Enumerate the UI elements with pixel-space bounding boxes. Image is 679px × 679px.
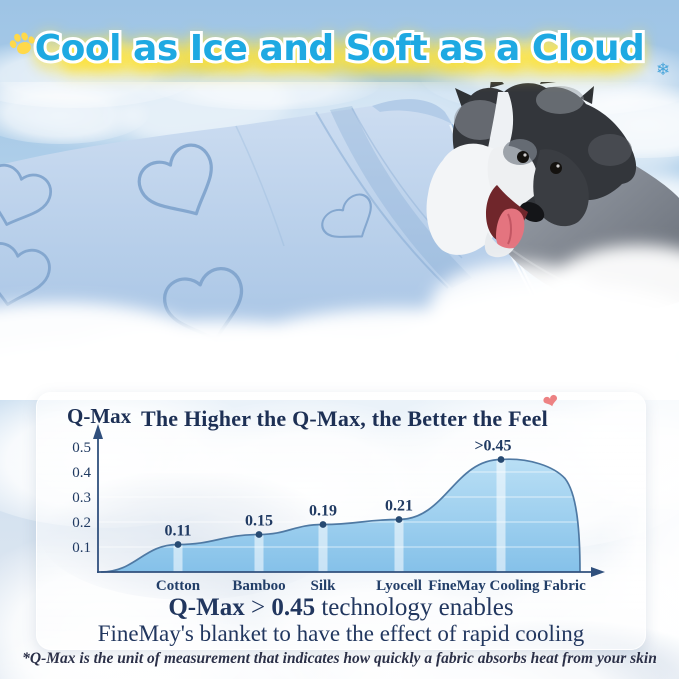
paw-icon	[9, 32, 35, 55]
svg-text:0.15: 0.15	[245, 513, 273, 530]
svg-text:0.3: 0.3	[72, 490, 91, 506]
svg-text:0.21: 0.21	[385, 498, 413, 515]
svg-text:0.2: 0.2	[72, 515, 91, 531]
main-title-outline: Cool as Ice and Soft as a Cloud	[32, 25, 648, 72]
title-glow	[58, 46, 631, 72]
svg-text:0.4: 0.4	[72, 465, 91, 481]
svg-text:Bamboo: Bamboo	[232, 578, 285, 594]
photo-scene	[0, 82, 679, 400]
y-axis-title: Q-Max	[67, 404, 132, 428]
qmax-area-chart: 0.11 0.15 0.19 0.21 >0.45 0.1 0.2 0.3 0.4 0.5 Cott…	[72, 424, 605, 594]
dog	[426, 82, 637, 258]
header-title-block: Cool as Ice and Soft as a Cloud Cool as …	[0, 16, 679, 86]
caption-line2: FineMay's blanket to have the effect of …	[97, 621, 585, 646]
chart-title: The Higher the Q-Max, the Better the Fee…	[141, 406, 548, 431]
svg-text:Cotton: Cotton	[156, 578, 201, 594]
footnote: *Q-Max is the unit of measurement that i…	[22, 650, 657, 667]
svg-text:0.1: 0.1	[72, 540, 91, 556]
caption-line1: Q-Max > 0.45 technology enables	[168, 594, 514, 621]
svg-text:0.19: 0.19	[309, 503, 337, 520]
svg-text:FineMay Cooling Fabric: FineMay Cooling Fabric	[428, 578, 586, 594]
foreground-clouds	[0, 245, 679, 400]
svg-text:Lyocell: Lyocell	[376, 578, 422, 594]
qmax-panel: Q-Max The Higher the Q-Max, the Better t…	[36, 389, 646, 650]
main-title: Cool as Ice and Soft as a Cloud	[34, 28, 645, 69]
svg-text:0.11: 0.11	[164, 523, 191, 540]
svg-text:Silk: Silk	[310, 578, 336, 594]
svg-text:>0.45: >0.45	[474, 438, 511, 455]
svg-text:0.5: 0.5	[72, 440, 91, 456]
snowflake-icon: ❄	[656, 60, 671, 80]
chart-caption: Q-Max > 0.45 technology enables FineMay'…	[37, 594, 645, 646]
